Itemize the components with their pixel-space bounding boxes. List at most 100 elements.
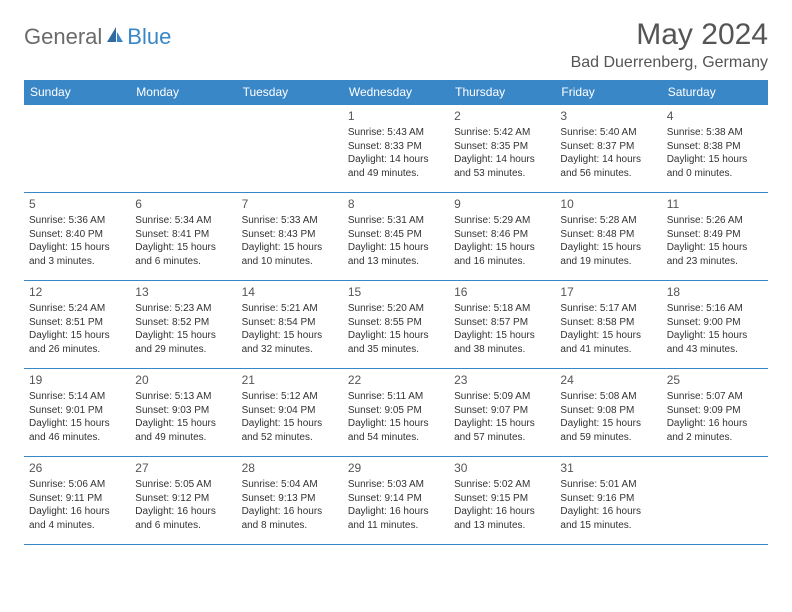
day-number: 21	[242, 372, 338, 388]
day-number: 20	[135, 372, 231, 388]
daylight-text: Daylight: 15 hours and 23 minutes.	[667, 241, 763, 268]
calendar-week: 12Sunrise: 5:24 AMSunset: 8:51 PMDayligh…	[24, 281, 768, 369]
sunrise-text: Sunrise: 5:33 AM	[242, 214, 338, 228]
sunset-text: Sunset: 8:54 PM	[242, 316, 338, 330]
calendar-day: 1Sunrise: 5:43 AMSunset: 8:33 PMDaylight…	[343, 105, 449, 193]
daylight-text: Daylight: 16 hours and 8 minutes.	[242, 505, 338, 532]
sunset-text: Sunset: 8:41 PM	[135, 228, 231, 242]
calendar-empty	[237, 105, 343, 193]
weekday-header: Thursday	[449, 80, 555, 105]
sunset-text: Sunset: 8:38 PM	[667, 140, 763, 154]
daylight-text: Daylight: 15 hours and 46 minutes.	[29, 417, 125, 444]
sunrise-text: Sunrise: 5:13 AM	[135, 390, 231, 404]
calendar-day: 15Sunrise: 5:20 AMSunset: 8:55 PMDayligh…	[343, 281, 449, 369]
sunrise-text: Sunrise: 5:38 AM	[667, 126, 763, 140]
calendar-page: General Blue May 2024 Bad Duerrenberg, G…	[0, 0, 792, 563]
daylight-text: Daylight: 16 hours and 4 minutes.	[29, 505, 125, 532]
daylight-text: Daylight: 15 hours and 32 minutes.	[242, 329, 338, 356]
calendar-day: 23Sunrise: 5:09 AMSunset: 9:07 PMDayligh…	[449, 369, 555, 457]
day-number: 28	[242, 460, 338, 476]
daylight-text: Daylight: 15 hours and 29 minutes.	[135, 329, 231, 356]
sunrise-text: Sunrise: 5:08 AM	[560, 390, 656, 404]
day-number: 19	[29, 372, 125, 388]
logo-text-blue: Blue	[127, 24, 171, 50]
weekday-header: Tuesday	[237, 80, 343, 105]
daylight-text: Daylight: 15 hours and 6 minutes.	[135, 241, 231, 268]
day-number: 6	[135, 196, 231, 212]
day-number: 27	[135, 460, 231, 476]
title-block: May 2024 Bad Duerrenberg, Germany	[571, 18, 768, 72]
sunset-text: Sunset: 9:16 PM	[560, 492, 656, 506]
calendar-day: 31Sunrise: 5:01 AMSunset: 9:16 PMDayligh…	[555, 457, 661, 545]
sunset-text: Sunset: 8:37 PM	[560, 140, 656, 154]
sunrise-text: Sunrise: 5:01 AM	[560, 478, 656, 492]
sunset-text: Sunset: 9:01 PM	[29, 404, 125, 418]
calendar-day: 9Sunrise: 5:29 AMSunset: 8:46 PMDaylight…	[449, 193, 555, 281]
calendar-day: 14 Sunrise: 5:21 AMSunset: 8:54 PMDayligh…	[237, 281, 343, 369]
sunset-text: Sunset: 9:09 PM	[667, 404, 763, 418]
sunset-text: Sunset: 8:55 PM	[348, 316, 444, 330]
daylight-text: Daylight: 15 hours and 52 minutes.	[242, 417, 338, 444]
calendar-day: 29Sunrise: 5:03 AMSunset: 9:14 PMDayligh…	[343, 457, 449, 545]
sunrise-text: Sunrise: 5:21 AM	[242, 302, 338, 316]
day-number: 12	[29, 284, 125, 300]
calendar-day: 20Sunrise: 5:13 AMSunset: 9:03 PMDayligh…	[130, 369, 236, 457]
sunset-text: Sunset: 9:15 PM	[454, 492, 550, 506]
day-number: 15	[348, 284, 444, 300]
day-number: 3	[560, 108, 656, 124]
sunset-text: Sunset: 8:40 PM	[29, 228, 125, 242]
daylight-text: Daylight: 15 hours and 43 minutes.	[667, 329, 763, 356]
sunrise-text: Sunrise: 5:04 AM	[242, 478, 338, 492]
day-number: 14	[242, 284, 338, 300]
calendar-week: 26Sunrise: 5:06 AMSunset: 9:11 PMDayligh…	[24, 457, 768, 545]
calendar-day: 22Sunrise: 5:11 AMSunset: 9:05 PMDayligh…	[343, 369, 449, 457]
day-number: 30	[454, 460, 550, 476]
daylight-text: Daylight: 15 hours and 26 minutes.	[29, 329, 125, 356]
calendar-day: 17Sunrise: 5:17 AMSunset: 8:58 PMDayligh…	[555, 281, 661, 369]
daylight-text: Daylight: 15 hours and 41 minutes.	[560, 329, 656, 356]
sunrise-text: Sunrise: 5:07 AM	[667, 390, 763, 404]
calendar-day: 11Sunrise: 5:26 AMSunset: 8:49 PMDayligh…	[662, 193, 768, 281]
sunset-text: Sunset: 8:45 PM	[348, 228, 444, 242]
calendar-day: 4Sunrise: 5:38 AMSunset: 8:38 PMDaylight…	[662, 105, 768, 193]
sunrise-text: Sunrise: 5:42 AM	[454, 126, 550, 140]
daylight-text: Daylight: 16 hours and 15 minutes.	[560, 505, 656, 532]
sunset-text: Sunset: 8:33 PM	[348, 140, 444, 154]
day-number: 4	[667, 108, 763, 124]
daylight-text: Daylight: 14 hours and 56 minutes.	[560, 153, 656, 180]
sunset-text: Sunset: 8:35 PM	[454, 140, 550, 154]
day-number: 25	[667, 372, 763, 388]
sunrise-text: Sunrise: 5:40 AM	[560, 126, 656, 140]
daylight-text: Daylight: 16 hours and 6 minutes.	[135, 505, 231, 532]
sunrise-text: Sunrise: 5:43 AM	[348, 126, 444, 140]
day-number: 17	[560, 284, 656, 300]
calendar-day: 2Sunrise: 5:42 AMSunset: 8:35 PMDaylight…	[449, 105, 555, 193]
sail-icon	[106, 26, 124, 49]
sunrise-text: Sunrise: 5:03 AM	[348, 478, 444, 492]
sunset-text: Sunset: 9:00 PM	[667, 316, 763, 330]
sunset-text: Sunset: 9:05 PM	[348, 404, 444, 418]
weekday-row: SundayMondayTuesdayWednesdayThursdayFrid…	[24, 80, 768, 105]
day-number: 5	[29, 196, 125, 212]
calendar-day: 26Sunrise: 5:06 AMSunset: 9:11 PMDayligh…	[24, 457, 130, 545]
calendar-day: 5Sunrise: 5:36 AMSunset: 8:40 PMDaylight…	[24, 193, 130, 281]
sunrise-text: Sunrise: 5:11 AM	[348, 390, 444, 404]
calendar-day: 19Sunrise: 5:14 AMSunset: 9:01 PMDayligh…	[24, 369, 130, 457]
day-number: 11	[667, 196, 763, 212]
sunset-text: Sunset: 9:14 PM	[348, 492, 444, 506]
calendar-day: 27Sunrise: 5:05 AMSunset: 9:12 PMDayligh…	[130, 457, 236, 545]
calendar-day: 12Sunrise: 5:24 AMSunset: 8:51 PMDayligh…	[24, 281, 130, 369]
day-number: 26	[29, 460, 125, 476]
calendar-day: 10Sunrise: 5:28 AMSunset: 8:48 PMDayligh…	[555, 193, 661, 281]
weekday-header: Saturday	[662, 80, 768, 105]
daylight-text: Daylight: 15 hours and 10 minutes.	[242, 241, 338, 268]
sunrise-text: Sunrise: 5:31 AM	[348, 214, 444, 228]
calendar-day: 30Sunrise: 5:02 AMSunset: 9:15 PMDayligh…	[449, 457, 555, 545]
daylight-text: Daylight: 16 hours and 13 minutes.	[454, 505, 550, 532]
calendar-day: 16Sunrise: 5:18 AMSunset: 8:57 PMDayligh…	[449, 281, 555, 369]
calendar-body: 1Sunrise: 5:43 AMSunset: 8:33 PMDaylight…	[24, 105, 768, 545]
day-number: 22	[348, 372, 444, 388]
sunset-text: Sunset: 9:04 PM	[242, 404, 338, 418]
sunset-text: Sunset: 8:52 PM	[135, 316, 231, 330]
sunrise-text: Sunrise: 5:17 AM	[560, 302, 656, 316]
